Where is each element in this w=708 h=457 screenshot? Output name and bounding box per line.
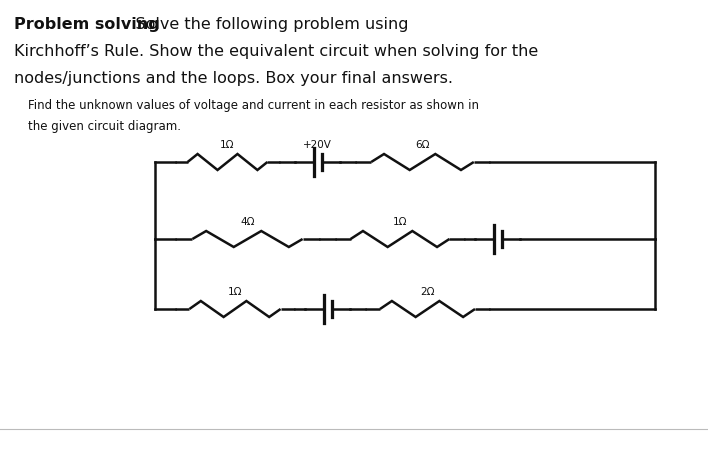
Text: 1Ω: 1Ω xyxy=(228,287,242,297)
Text: Kirchhoff’s Rule. Show the equivalent circuit when solving for the: Kirchhoff’s Rule. Show the equivalent ci… xyxy=(14,44,538,59)
Text: 4Ω: 4Ω xyxy=(240,217,255,227)
Text: +20V: +20V xyxy=(303,140,332,150)
Text: Problem solving: Problem solving xyxy=(14,17,160,32)
Text: Find the unknown values of voltage and current in each resistor as shown in: Find the unknown values of voltage and c… xyxy=(28,99,479,112)
Text: Solve the following problem using: Solve the following problem using xyxy=(115,17,409,32)
Text: 1Ω: 1Ω xyxy=(393,217,407,227)
Text: 2Ω: 2Ω xyxy=(421,287,435,297)
Text: the given circuit diagram.: the given circuit diagram. xyxy=(28,120,181,133)
Text: 6Ω: 6Ω xyxy=(416,140,430,150)
Text: 1Ω: 1Ω xyxy=(220,140,235,150)
Text: nodes/junctions and the loops. Box your final answers.: nodes/junctions and the loops. Box your … xyxy=(14,71,453,86)
